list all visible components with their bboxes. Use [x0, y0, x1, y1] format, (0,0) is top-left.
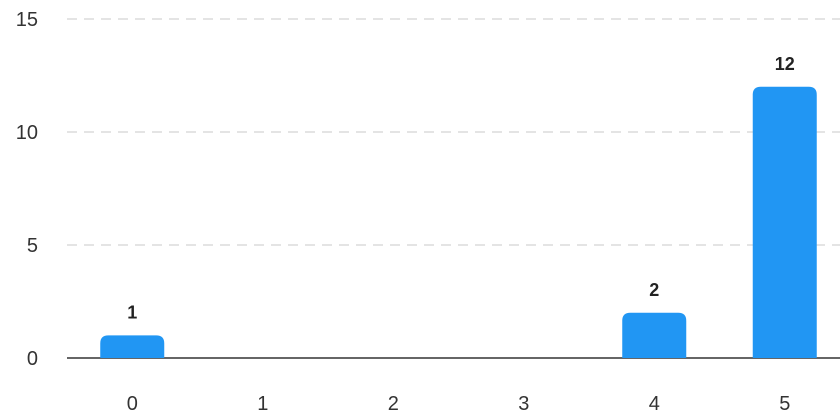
y-tick-label: 10 [16, 122, 38, 144]
y-tick-label: 5 [27, 235, 38, 257]
data-label: 2 [649, 280, 659, 300]
x-axis-ticks: 0 1 2 3 4 5 [127, 393, 791, 415]
bar [622, 312, 687, 358]
x-tick-label: 3 [518, 393, 529, 415]
x-tick-label: 4 [649, 393, 660, 415]
grid-layer [67, 18, 840, 359]
data-label: 1 [127, 302, 137, 322]
y-axis-ticks: 0 5 10 15 [16, 9, 38, 370]
y-tick-label: 15 [16, 9, 38, 31]
y-tick-label: 0 [27, 348, 38, 370]
bar [100, 335, 165, 358]
x-tick-label: 1 [257, 393, 268, 415]
x-tick-label: 5 [779, 393, 790, 415]
data-label: 12 [775, 54, 795, 74]
bar [752, 86, 817, 359]
x-tick-label: 0 [127, 393, 138, 415]
x-tick-label: 2 [388, 393, 399, 415]
bar-layer [100, 86, 817, 359]
